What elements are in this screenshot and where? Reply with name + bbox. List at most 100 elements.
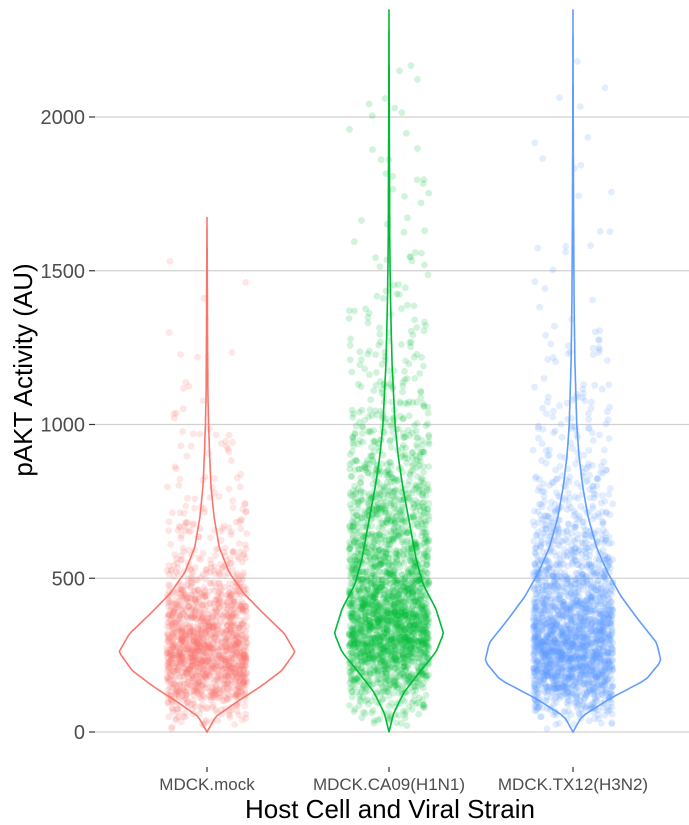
data-point — [237, 671, 245, 679]
data-point — [237, 516, 245, 524]
data-point — [241, 671, 249, 679]
data-point — [371, 571, 379, 578]
data-point — [185, 597, 193, 605]
data-point — [165, 597, 173, 605]
data-point — [188, 670, 196, 677]
data-point — [413, 176, 421, 184]
data-point — [348, 406, 356, 414]
data-point — [401, 284, 409, 292]
data-point — [223, 622, 231, 629]
data-point — [184, 518, 192, 526]
data-point — [229, 548, 237, 556]
data-point — [168, 651, 176, 659]
data-point — [207, 556, 215, 564]
data-point — [218, 675, 225, 683]
data-point — [400, 414, 407, 422]
data-point — [374, 679, 382, 687]
data-point — [207, 560, 215, 568]
data-point — [231, 654, 239, 662]
data-point — [215, 677, 222, 685]
data-point — [202, 621, 210, 629]
data-point — [229, 567, 237, 574]
data-point — [400, 626, 408, 634]
data-point — [176, 612, 184, 619]
data-point — [227, 622, 235, 630]
data-point — [230, 648, 238, 656]
data-point — [356, 348, 364, 356]
data-point — [222, 657, 230, 665]
data-point — [216, 595, 224, 603]
data-point — [235, 711, 243, 719]
data-point — [242, 633, 250, 641]
data-point — [390, 601, 398, 609]
data-point — [187, 627, 195, 635]
data-point — [345, 650, 353, 658]
data-point — [237, 573, 245, 581]
data-point — [218, 639, 226, 647]
data-point — [225, 637, 232, 644]
data-point — [402, 650, 409, 658]
data-point — [232, 633, 240, 640]
data-point — [384, 512, 392, 520]
data-point — [194, 640, 202, 648]
data-point — [234, 625, 242, 632]
data-point — [188, 649, 195, 657]
data-point — [424, 409, 432, 417]
data-point — [233, 639, 240, 647]
data-point — [225, 485, 233, 493]
data-point — [359, 424, 367, 431]
data-point — [221, 670, 229, 677]
data-point — [365, 490, 373, 498]
data-point — [230, 598, 238, 606]
data-point — [184, 666, 192, 673]
data-point — [231, 665, 238, 673]
data-point — [171, 619, 179, 627]
data-point — [409, 454, 416, 462]
data-point — [398, 529, 406, 537]
data-point — [186, 676, 194, 684]
data-point — [235, 691, 243, 699]
data-point — [213, 614, 221, 621]
data-point — [233, 474, 241, 482]
data-point — [216, 610, 224, 618]
data-point — [396, 67, 403, 75]
data-point — [177, 618, 184, 626]
data-point — [217, 528, 225, 535]
data-point — [224, 691, 232, 699]
data-point — [201, 591, 209, 599]
data-point — [190, 613, 198, 620]
data-point — [376, 636, 384, 643]
data-point — [167, 669, 174, 677]
data-point — [184, 494, 191, 502]
data-point — [235, 662, 242, 669]
data-point — [189, 623, 196, 631]
data-point — [179, 669, 186, 677]
data-point — [194, 647, 201, 655]
data-point — [209, 690, 217, 698]
data-point — [239, 666, 247, 674]
data-point — [346, 125, 353, 133]
data-point — [188, 594, 196, 602]
data-point — [187, 613, 195, 620]
data-point — [217, 560, 224, 568]
data-point — [242, 655, 250, 663]
data-point — [199, 614, 207, 621]
data-point — [420, 528, 428, 536]
data-point — [177, 636, 184, 643]
data-point — [222, 437, 229, 445]
data-point — [166, 258, 174, 265]
data-point — [411, 569, 419, 577]
data-point — [399, 388, 406, 396]
data-point — [200, 294, 208, 302]
data-point — [185, 635, 193, 642]
data-point — [390, 635, 398, 642]
data-point — [193, 605, 200, 613]
data-point — [360, 641, 368, 648]
data-point — [210, 579, 218, 587]
data-point — [172, 685, 180, 693]
data-point — [406, 339, 413, 347]
data-point — [346, 555, 353, 563]
data-point — [202, 629, 210, 637]
data-point — [186, 665, 194, 672]
data-point — [372, 407, 379, 415]
